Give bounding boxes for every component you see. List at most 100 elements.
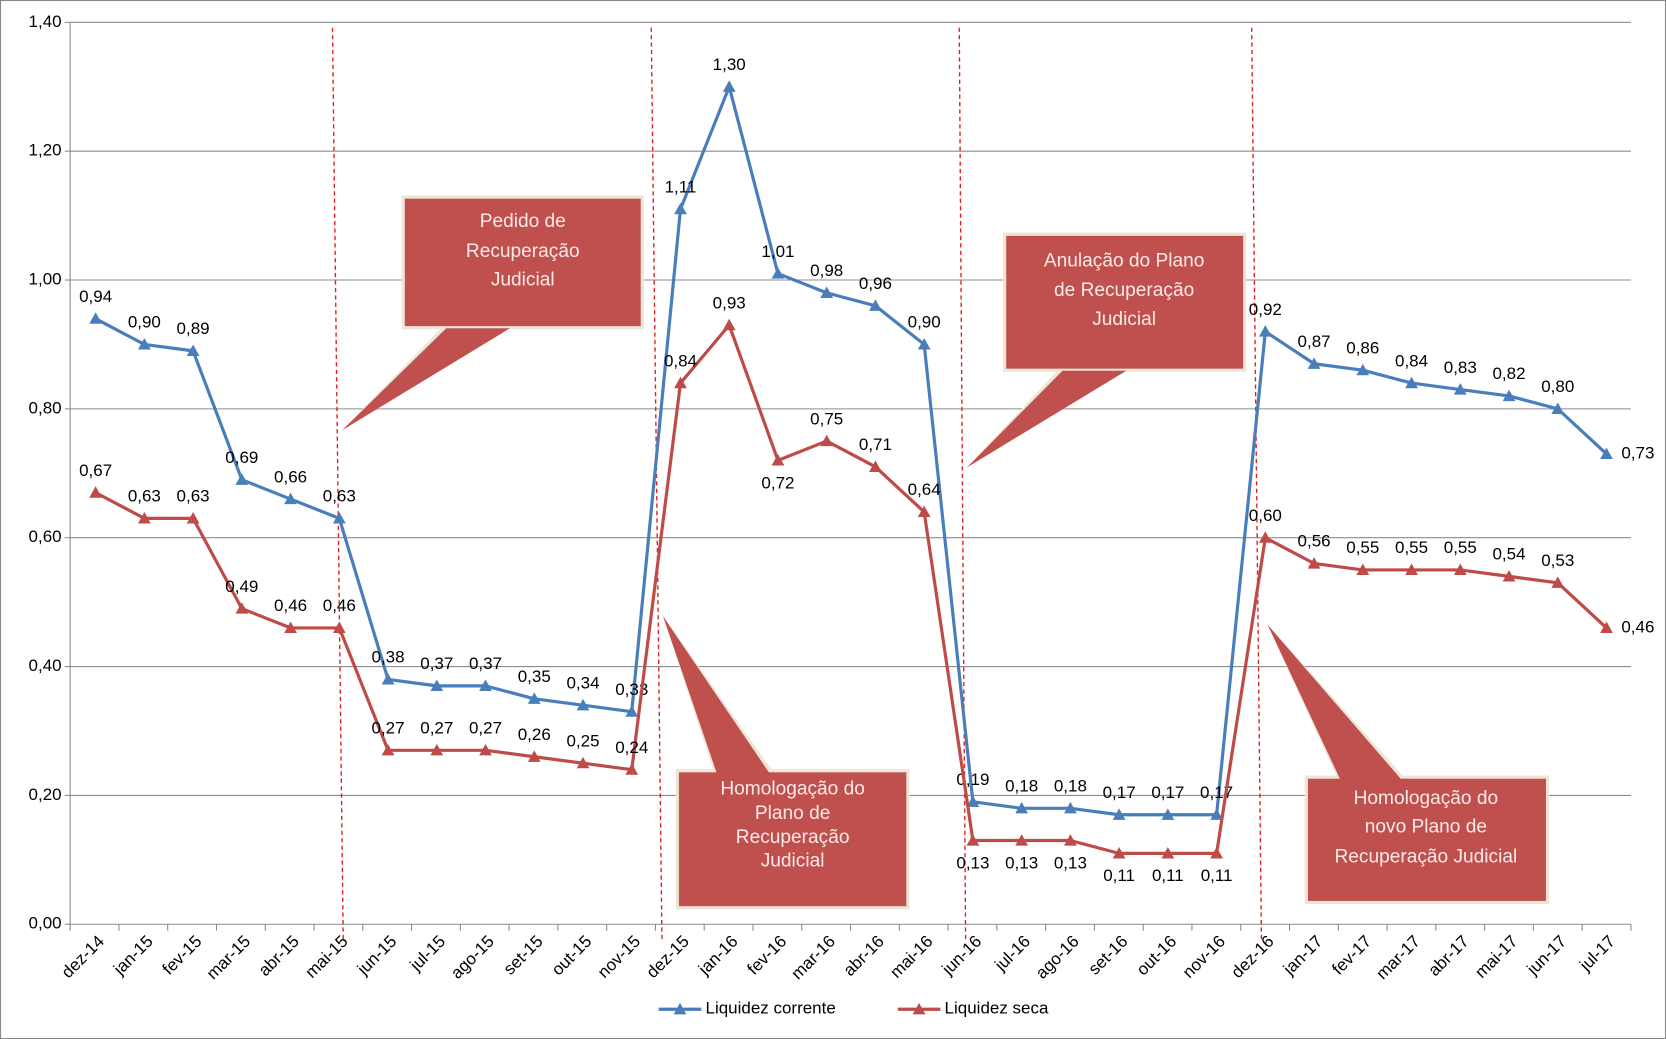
point-marker	[722, 80, 736, 92]
data-label: 0,92	[1249, 300, 1282, 319]
data-label: 0,25	[566, 731, 599, 750]
data-label: 1,11	[665, 177, 697, 196]
point-marker	[1258, 325, 1272, 337]
legend-marker	[673, 1002, 687, 1015]
callout-text: Recuperação	[466, 241, 580, 262]
point-marker	[966, 795, 980, 807]
data-label: 0,94	[79, 287, 112, 306]
point-marker	[820, 286, 834, 298]
point-marker	[1356, 563, 1370, 576]
data-label: 0,60	[1249, 506, 1282, 525]
callout-pointer	[663, 616, 771, 775]
data-label: 0,90	[128, 313, 161, 332]
point-marker	[235, 602, 249, 614]
data-label: 0,56	[1298, 532, 1331, 551]
callout-text: Judicial	[491, 270, 555, 291]
callout: Homologação do novo Plano de Recuperação J…	[1267, 624, 1550, 905]
point-marker	[89, 312, 102, 324]
point-marker	[381, 743, 395, 756]
y-tick-label: 1,00	[29, 269, 62, 288]
data-label: 0,55	[1444, 538, 1477, 557]
data-label: 0,35	[518, 667, 551, 686]
callout: Homologação do Plano de Recuperação Judicia…	[663, 616, 910, 910]
series-line	[94, 85, 1608, 817]
callout-text: Recuperação Judicial	[1335, 846, 1518, 867]
data-label: 0,53	[1541, 551, 1574, 570]
data-label: 0,73	[1621, 443, 1654, 462]
point-marker	[625, 705, 639, 717]
point-marker	[137, 338, 151, 350]
point-marker	[1453, 383, 1467, 395]
data-label: 0,37	[420, 654, 453, 673]
data-label: 0,96	[859, 274, 892, 293]
data-label: 0,84	[664, 351, 697, 370]
data-label: 0,55	[1395, 538, 1428, 557]
point-marker	[966, 834, 980, 846]
point-marker	[917, 505, 931, 518]
data-label: 0,18	[1005, 777, 1038, 796]
data-label: 0,11	[1152, 866, 1184, 885]
point-marker	[186, 344, 200, 356]
data-label: 0,17	[1151, 783, 1184, 802]
data-label: 0,13	[1054, 853, 1087, 872]
point-marker	[186, 512, 200, 524]
callout-text: Judicial	[761, 851, 825, 872]
callout-text: de Recuperação	[1054, 280, 1194, 301]
point-marker	[674, 202, 687, 215]
callout-box	[404, 198, 641, 327]
callout-pointer	[966, 370, 1127, 468]
point-marker	[722, 318, 736, 331]
y-tick-label: 0,40	[29, 656, 62, 675]
event-line	[650, 27, 663, 941]
data-label: 0,84	[1395, 351, 1428, 370]
callout-text: Judicial	[1092, 309, 1156, 330]
point-marker	[332, 512, 346, 524]
data-label: 0,27	[372, 719, 405, 738]
callout-text: Anulação do Plano	[1044, 250, 1204, 271]
point-marker	[1015, 834, 1029, 846]
callout-box	[1307, 778, 1546, 901]
data-label: 0,27	[469, 719, 502, 738]
data-label: 0,26	[518, 725, 551, 744]
data-label: 0,80	[1541, 377, 1574, 396]
data-label: 0,63	[128, 487, 161, 506]
y-tick-label: 0,60	[29, 527, 62, 546]
data-label: 0,34	[566, 673, 599, 692]
data-label: 0,18	[1054, 777, 1087, 796]
point-marker	[527, 692, 541, 704]
series-line	[94, 323, 1608, 855]
point-marker	[576, 698, 590, 711]
data-label: 0,11	[1201, 866, 1233, 885]
data-label: 1,01	[761, 242, 794, 261]
point-marker	[917, 338, 931, 350]
data-label: 0,64	[908, 480, 941, 499]
y-tick-label: 1,40	[29, 12, 62, 31]
point-marker	[332, 621, 346, 634]
data-label: 0,72	[761, 473, 794, 492]
point-marker	[235, 473, 249, 485]
point-marker	[1210, 847, 1223, 859]
data-label: 0,46	[323, 596, 356, 615]
data-label: 0,27	[420, 719, 453, 738]
data-label: 0,46	[274, 596, 307, 615]
data-label: 0,38	[372, 648, 405, 667]
callout-text: Homologação do	[1354, 788, 1498, 809]
data-label: 0,49	[225, 577, 258, 596]
point-marker	[820, 434, 834, 447]
point-marker	[1600, 621, 1613, 634]
data-label: 0,17	[1103, 783, 1136, 802]
point-marker	[479, 679, 492, 691]
point-marker	[284, 492, 297, 505]
callout: Pedido de Recuperação Judicial	[342, 195, 644, 431]
y-tick-label: 1,20	[29, 141, 62, 160]
data-label: 0,75	[810, 409, 843, 428]
callout-pointer-border	[1267, 624, 1406, 779]
point-marker	[1307, 557, 1321, 569]
point-marker	[1453, 563, 1467, 576]
data-label: 0,63	[177, 487, 210, 506]
point-marker	[1064, 834, 1077, 846]
callout-text: Plano de	[755, 803, 830, 824]
point-marker	[1210, 808, 1223, 820]
legend-label: Liquidez seca	[945, 999, 1049, 1018]
